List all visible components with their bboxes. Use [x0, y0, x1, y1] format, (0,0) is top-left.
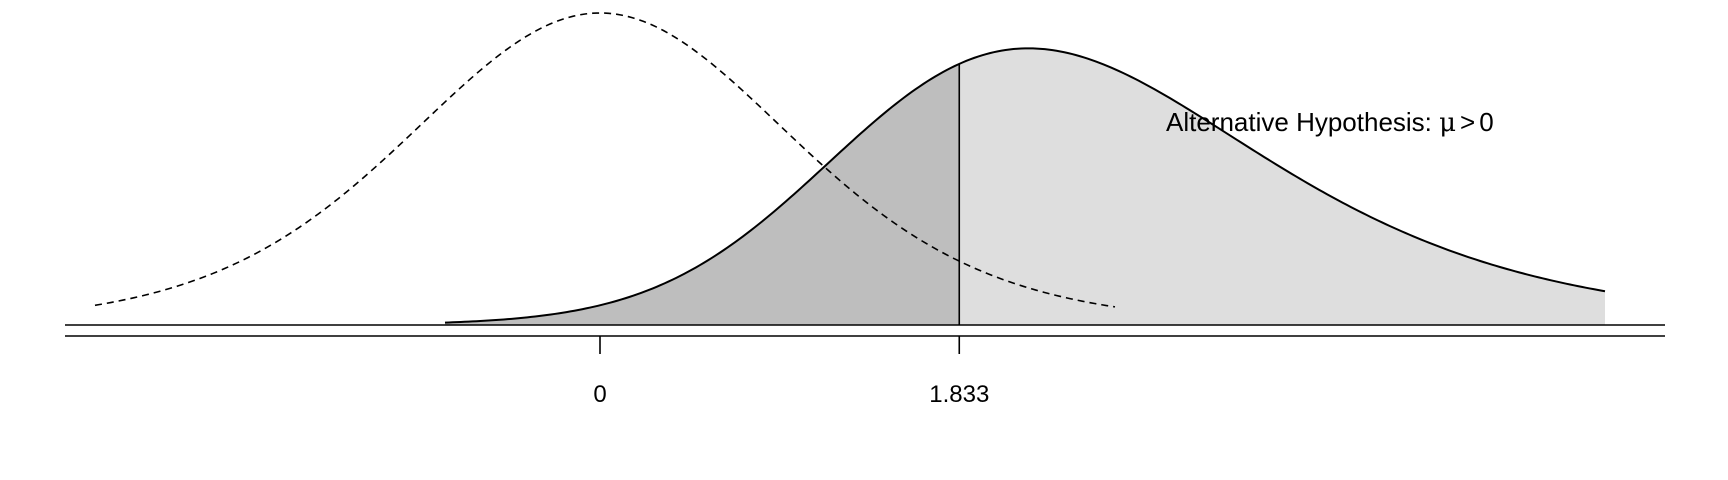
x-tick-label: 1.833 [929, 381, 989, 408]
alternative-curve [444, 47, 1606, 324]
x-axis [65, 324, 1665, 337]
x-ticks: 0 1.833 [593, 336, 989, 408]
density-curves [94, 12, 1606, 325]
hypothesis-value: 0 [1479, 107, 1493, 137]
hypothesis-text: Alternative Hypothesis: [1166, 107, 1439, 137]
shaded-areas [445, 48, 1605, 325]
area-left-of-critical [445, 63, 960, 325]
alternative-hypothesis-label: Alternative Hypothesis: μ >0 [1166, 107, 1494, 138]
null-curve [94, 12, 1116, 308]
mu-symbol: μ [1439, 108, 1456, 138]
greater-than-symbol: > [1460, 107, 1475, 137]
annotation: Alternative Hypothesis: μ >0 [1166, 107, 1494, 138]
area-right-of-critical [959, 48, 1605, 325]
x-tick-label: 0 [593, 381, 606, 408]
